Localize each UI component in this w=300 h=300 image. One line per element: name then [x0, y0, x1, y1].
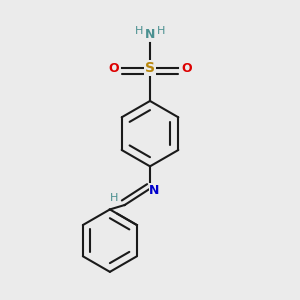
Text: S: S — [145, 61, 155, 75]
Text: O: O — [108, 62, 119, 75]
Text: N: N — [149, 184, 160, 196]
Text: H: H — [110, 193, 118, 202]
Text: N: N — [145, 28, 155, 40]
Text: H: H — [157, 26, 166, 35]
Text: H: H — [134, 26, 143, 35]
Text: O: O — [181, 62, 192, 75]
